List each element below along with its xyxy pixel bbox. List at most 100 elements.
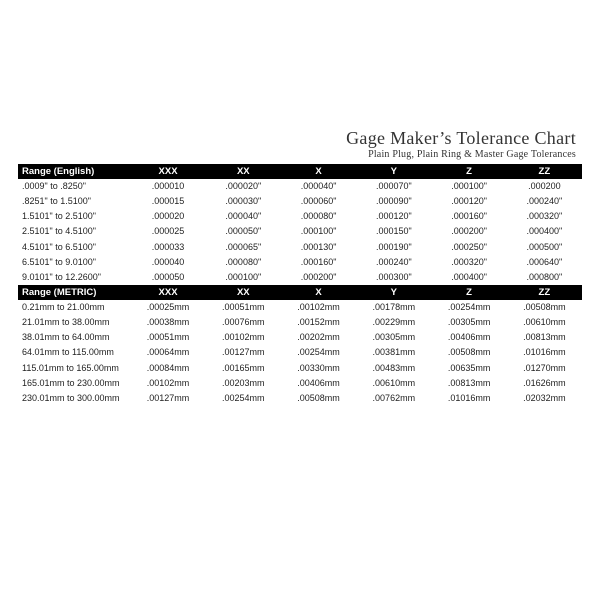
range-cell: 9.0101" to 12.2600" [18,270,130,285]
value-cell: .01016mm [507,345,582,360]
value-cell: .00381mm [356,345,431,360]
value-cell: .00064mm [130,345,205,360]
col-header-xxx: XXX [130,164,205,179]
value-cell: .000130" [281,240,356,255]
table-row: 38.01mm to 64.00mm.00051mm.00102mm.00202… [18,330,582,345]
range-cell: 64.01mm to 115.00mm [18,345,130,360]
value-cell: .00127mm [130,391,205,406]
value-cell: .00254mm [281,345,356,360]
value-cell: .000250" [431,240,506,255]
value-cell: .01270mm [507,361,582,376]
col-header-xxx: XXX [130,285,205,300]
value-cell: .000033 [130,240,205,255]
table-row: 9.0101" to 12.2600".000050.000100".00020… [18,270,582,285]
value-cell: .000400" [507,224,582,239]
table-row: 2.5101" to 4.5100".000025.000050".000100… [18,224,582,239]
chart-subtitle: Plain Plug, Plain Ring & Master Gage Tol… [18,149,576,160]
col-header-zz: ZZ [507,164,582,179]
value-cell: .00229mm [356,315,431,330]
value-cell: .000040 [130,255,205,270]
range-cell: .8251" to 1.5100" [18,194,130,209]
table-row: 6.5101" to 9.0100".000040.000080".000160… [18,255,582,270]
value-cell: .00508mm [507,300,582,315]
col-header-x: X [281,164,356,179]
value-cell: .00051mm [206,300,281,315]
value-cell: .00102mm [206,330,281,345]
value-cell: .000200" [431,224,506,239]
value-cell: .00305mm [431,315,506,330]
value-cell: .000050" [206,224,281,239]
value-cell: .00762mm [356,391,431,406]
value-cell: .000040" [281,179,356,194]
value-cell: .00165mm [206,361,281,376]
col-header-y: Y [356,164,431,179]
value-cell: .00202mm [281,330,356,345]
value-cell: .00127mm [206,345,281,360]
value-cell: .000020" [206,179,281,194]
range-cell: 0.21mm to 21.00mm [18,300,130,315]
table-row: .0009" to .8250".000010.000020".000040".… [18,179,582,194]
value-cell: .00330mm [281,361,356,376]
value-cell: .000200 [507,179,582,194]
value-cell: .01016mm [431,391,506,406]
chart-title: Gage Maker’s Tolerance Chart [18,128,576,149]
table-row: 230.01mm to 300.00mm.00127mm.00254mm.005… [18,391,582,406]
value-cell: .000240" [356,255,431,270]
value-cell: .00635mm [431,361,506,376]
value-cell: .00406mm [431,330,506,345]
range-header: Range (English) [18,164,130,179]
col-header-x: X [281,285,356,300]
range-cell: 21.01mm to 38.00mm [18,315,130,330]
value-cell: .000025 [130,224,205,239]
value-cell: .00038mm [130,315,205,330]
value-cell: .000320" [431,255,506,270]
col-header-y: Y [356,285,431,300]
range-cell: 2.5101" to 4.5100" [18,224,130,239]
value-cell: .00084mm [130,361,205,376]
value-cell: .000020 [130,209,205,224]
value-cell: .000080" [206,255,281,270]
range-cell: 165.01mm to 230.00mm [18,376,130,391]
value-cell: .00203mm [206,376,281,391]
value-cell: .00254mm [431,300,506,315]
col-header-xx: XX [206,164,281,179]
value-cell: .000400" [431,270,506,285]
value-cell: .00305mm [356,330,431,345]
value-cell: .000160" [431,209,506,224]
table-header-row: Range (METRIC)XXXXXXYZZZ [18,285,582,300]
table-row: 4.5101" to 6.5100".000033.000065".000130… [18,240,582,255]
table-row: .8251" to 1.5100".000015.000030".000060"… [18,194,582,209]
table-row: 1.5101" to 2.5100".000020.000040".000080… [18,209,582,224]
value-cell: .00813mm [431,376,506,391]
value-cell: .00610mm [356,376,431,391]
range-cell: 1.5101" to 2.5100" [18,209,130,224]
value-cell: .00508mm [431,345,506,360]
value-cell: .00152mm [281,315,356,330]
value-cell: .000160" [281,255,356,270]
value-cell: .00102mm [130,376,205,391]
value-cell: .000150" [356,224,431,239]
value-cell: .000190" [356,240,431,255]
value-cell: .000015 [130,194,205,209]
value-cell: .000050 [130,270,205,285]
value-cell: .00076mm [206,315,281,330]
value-cell: .00051mm [130,330,205,345]
col-header-z: Z [431,285,506,300]
col-header-zz: ZZ [507,285,582,300]
table-row: 165.01mm to 230.00mm.00102mm.00203mm.004… [18,376,582,391]
value-cell: .00508mm [281,391,356,406]
value-cell: .00102mm [281,300,356,315]
value-cell: .000800" [507,270,582,285]
value-cell: .000010 [130,179,205,194]
range-cell: 6.5101" to 9.0100" [18,255,130,270]
range-cell: 38.01mm to 64.00mm [18,330,130,345]
value-cell: .00813mm [507,330,582,345]
value-cell: .000100" [431,179,506,194]
value-cell: .000120" [431,194,506,209]
value-cell: .000065" [206,240,281,255]
table-row: 21.01mm to 38.00mm.00038mm.00076mm.00152… [18,315,582,330]
value-cell: .000300" [356,270,431,285]
value-cell: .000320" [507,209,582,224]
range-cell: 115.01mm to 165.00mm [18,361,130,376]
table-row: 64.01mm to 115.00mm.00064mm.00127mm.0025… [18,345,582,360]
